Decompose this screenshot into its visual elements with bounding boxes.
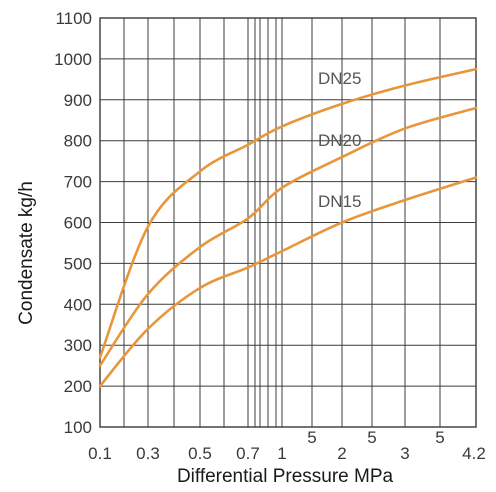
- y-tick-label: 1000: [54, 50, 92, 69]
- series-label-dn25: DN25: [318, 69, 361, 88]
- x-tick-label: 3: [400, 444, 409, 463]
- series-label-dn15: DN15: [318, 192, 361, 211]
- x-tick-label: 2: [337, 444, 346, 463]
- x-tick-label: 1: [277, 444, 286, 463]
- y-tick-label: 600: [64, 214, 92, 233]
- y-tick-label: 800: [64, 132, 92, 151]
- series-line-dn25: [98, 67, 478, 359]
- x-minor-tick-label: 5: [367, 428, 376, 447]
- y-tick-label: 500: [64, 254, 92, 273]
- y-tick-label: 1100: [55, 9, 92, 28]
- x-minor-tick-label: 5: [435, 428, 444, 447]
- x-minor-tick-label: 5: [307, 428, 316, 447]
- series-label-dn20: DN20: [318, 131, 361, 150]
- x-tick-label: 4.2: [462, 444, 486, 463]
- series-lines: [98, 67, 478, 388]
- y-tick-label: 300: [64, 336, 92, 355]
- x-tick-label: 0.1: [88, 444, 112, 463]
- x-tick-label: 0.7: [236, 444, 260, 463]
- series-labels: DN25 DN20 DN15: [318, 69, 361, 211]
- y-tick-label: 700: [64, 173, 92, 192]
- y-tick-label: 900: [64, 91, 92, 110]
- x-tick-labels: 0.1 0.3 0.5 0.7 1 2 3 4.2 5 5 5: [88, 428, 486, 463]
- y-tick-label: 400: [64, 295, 92, 314]
- y-tick-label: 200: [64, 377, 92, 396]
- y-tick-label: 100: [64, 418, 92, 437]
- series-line-dn15: [98, 176, 478, 388]
- series-line-dn20: [98, 106, 478, 367]
- x-tick-label: 0.3: [136, 444, 160, 463]
- y-axis-title: Condensate kg/h: [16, 181, 37, 325]
- y-tick-labels: 100 200 300 400 500 600 700 800 900 1000 1100: [54, 9, 92, 437]
- x-tick-label: 0.5: [188, 444, 212, 463]
- x-axis-title: Differential Pressure MPa: [177, 466, 394, 487]
- grid: [99, 17, 477, 428]
